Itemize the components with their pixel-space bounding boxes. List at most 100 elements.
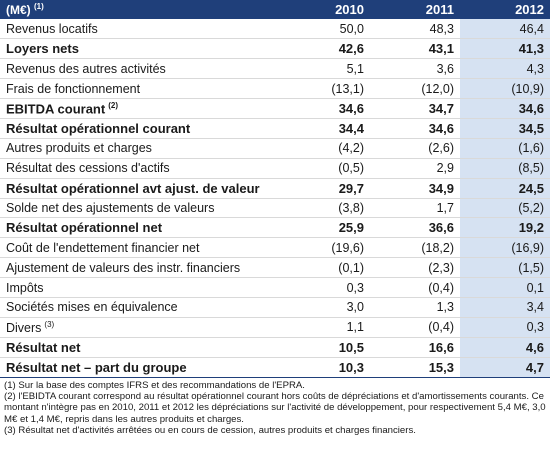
value-cell: 43,1 bbox=[370, 38, 460, 60]
value-cell: 48,3 bbox=[370, 19, 460, 40]
row-footnote-ref: (2) bbox=[108, 100, 118, 110]
row-label-text: Coût de l'endettement financier net bbox=[6, 240, 200, 255]
value-cell: (1,6) bbox=[460, 138, 550, 159]
income-statement-table: (M€) (1) 2010 2011 2012 Revenus locatifs… bbox=[0, 0, 550, 378]
table-row: Résultat net – part du groupe 10,3 15,3 4,7 bbox=[0, 357, 550, 378]
unit-label: (M€) bbox=[6, 3, 31, 17]
table-row: Divers (3) 1,1 (0,4) 0,3 bbox=[0, 317, 550, 338]
row-label: Revenus des autres activités bbox=[0, 58, 280, 80]
value-cell: 10,3 bbox=[280, 357, 370, 378]
table-row: Loyers nets 42,6 43,1 41,3 bbox=[0, 38, 550, 60]
row-label-text: Revenus des autres activités bbox=[6, 61, 166, 76]
value-cell: (19,6) bbox=[280, 237, 370, 259]
value-cell: 1,7 bbox=[370, 198, 460, 219]
row-label-text: Résultat opérationnel courant bbox=[6, 120, 191, 136]
row-label: EBITDA courant (2) bbox=[0, 98, 280, 119]
row-label: Résultat net – part du groupe bbox=[0, 357, 280, 378]
row-label-text: Résultat net – part du groupe bbox=[6, 359, 187, 375]
footnote: (2) l'EBIDTA courant correspond au résul… bbox=[4, 390, 546, 425]
table-row: Résultat opérationnel net 25,9 36,6 19,2 bbox=[0, 217, 550, 239]
value-cell: 34,4 bbox=[280, 118, 370, 139]
value-cell: 1,3 bbox=[370, 297, 460, 318]
footnote: (1) Sur la base des comptes IFRS et des … bbox=[4, 379, 305, 391]
row-label-text: Frais de fonctionnement bbox=[6, 81, 141, 96]
value-cell: 3,6 bbox=[370, 58, 460, 80]
table-row: Ajustement de valeurs des instr. financi… bbox=[0, 257, 550, 279]
value-cell: (2,3) bbox=[370, 257, 460, 279]
row-label-text: Ajustement de valeurs des instr. financi… bbox=[6, 260, 241, 275]
row-footnote-ref: (3) bbox=[44, 319, 55, 329]
row-label: Loyers nets bbox=[0, 38, 280, 60]
value-cell: (18,2) bbox=[370, 237, 460, 259]
value-cell: 3,0 bbox=[280, 297, 370, 318]
row-label: Solde net des ajustements de valeurs bbox=[0, 198, 280, 219]
table-body: Revenus locatifs 50,0 48,3 46,4 Loyers nets 4… bbox=[0, 19, 550, 378]
table-row: Résultat net 10,5 16,6 4,6 bbox=[0, 337, 550, 358]
row-label: Coût de l'endettement financier net bbox=[0, 237, 280, 259]
value-cell: (2,6) bbox=[370, 138, 460, 159]
row-label: Sociétés mises en équivalence bbox=[0, 297, 280, 318]
row-label: Impôts bbox=[0, 277, 280, 298]
unit-header: (M€) (1) bbox=[0, 0, 280, 19]
row-label: Ajustement de valeurs des instr. financi… bbox=[0, 257, 280, 279]
row-label: Revenus locatifs bbox=[0, 19, 280, 40]
row-label-text: Impôts bbox=[6, 280, 44, 295]
value-cell: 4,3 bbox=[460, 58, 550, 80]
row-label-text: EBITDA courant bbox=[6, 101, 106, 117]
value-cell: 19,2 bbox=[460, 217, 550, 239]
value-cell: 34,6 bbox=[370, 118, 460, 139]
year-header: 2011 bbox=[370, 0, 460, 19]
table-row: Sociétés mises en équivalence 3,0 1,3 3,4 bbox=[0, 297, 550, 318]
value-cell: 1,1 bbox=[280, 317, 370, 338]
value-cell: 34,6 bbox=[280, 98, 370, 119]
value-cell: 34,5 bbox=[460, 118, 550, 139]
table-row: Résultat opérationnel avt ajust. de vale… bbox=[0, 178, 550, 199]
value-cell: (3,8) bbox=[280, 198, 370, 219]
value-cell: 36,6 bbox=[370, 217, 460, 239]
value-cell: (12,0) bbox=[370, 78, 460, 100]
table-header-row: (M€) (1) 2010 2011 2012 bbox=[0, 0, 550, 19]
footnotes: (1) Sur la base des comptes IFRS et des … bbox=[0, 378, 550, 437]
value-cell: 4,7 bbox=[460, 357, 550, 378]
value-cell: (16,9) bbox=[460, 237, 550, 259]
row-label: Frais de fonctionnement bbox=[0, 78, 280, 100]
value-cell: 16,6 bbox=[370, 337, 460, 358]
value-cell: (4,2) bbox=[280, 138, 370, 159]
value-cell: 3,4 bbox=[460, 297, 550, 318]
table-row: Revenus des autres activités 5,1 3,6 4,3 bbox=[0, 58, 550, 80]
year-header: 2012 bbox=[460, 0, 550, 19]
table-row: Revenus locatifs 50,0 48,3 46,4 bbox=[0, 19, 550, 40]
row-label-text: Résultat des cessions d'actifs bbox=[6, 161, 170, 176]
row-label-text: Résultat net bbox=[6, 339, 81, 355]
row-label-text: Loyers nets bbox=[6, 41, 79, 57]
table-row: Résultat opérationnel courant 34,4 34,6 34,… bbox=[0, 118, 550, 139]
table-row: Frais de fonctionnement (13,1) (12,0) (10,9… bbox=[0, 78, 550, 100]
table-row: Coût de l'endettement financier net (19,6… bbox=[0, 237, 550, 259]
value-cell: 15,3 bbox=[370, 357, 460, 378]
value-cell: (0,1) bbox=[280, 257, 370, 279]
value-cell: 5,1 bbox=[280, 58, 370, 80]
value-cell: 0,3 bbox=[460, 317, 550, 338]
row-label-text: Résultat opérationnel avt ajust. de vale… bbox=[6, 180, 260, 196]
row-label-text: Divers bbox=[6, 320, 42, 335]
value-cell: 0,1 bbox=[460, 277, 550, 298]
value-cell: 34,9 bbox=[370, 178, 460, 199]
unit-note: (1) bbox=[34, 2, 44, 11]
value-cell: 41,3 bbox=[460, 38, 550, 60]
value-cell: 42,6 bbox=[280, 38, 370, 60]
row-label-text: Résultat opérationnel net bbox=[6, 220, 163, 236]
row-label: Résultat net bbox=[0, 337, 280, 358]
value-cell: 0,3 bbox=[280, 277, 370, 298]
table-row: Solde net des ajustements de valeurs (3,8… bbox=[0, 198, 550, 219]
row-label-text: Sociétés mises en équivalence bbox=[6, 300, 178, 315]
value-cell: 2,9 bbox=[370, 158, 460, 179]
row-label-text: Revenus locatifs bbox=[6, 21, 98, 36]
footnote: (3) Résultat net d'activités arrêtées ou… bbox=[4, 425, 416, 437]
row-label: Résultat opérationnel courant bbox=[0, 118, 280, 139]
row-label-text: Solde net des ajustements de valeurs bbox=[6, 200, 215, 215]
value-cell: (0,4) bbox=[370, 277, 460, 298]
table-row: Résultat des cessions d'actifs (0,5) 2,9 (8… bbox=[0, 158, 550, 179]
value-cell: 4,6 bbox=[460, 337, 550, 358]
value-cell: (13,1) bbox=[280, 78, 370, 100]
